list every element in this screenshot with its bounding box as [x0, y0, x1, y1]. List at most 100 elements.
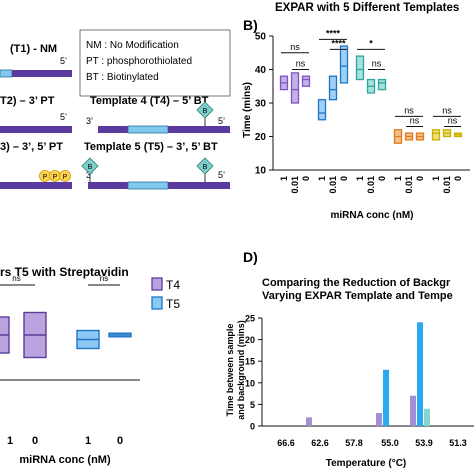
t3-ps-letter-3: P: [63, 174, 68, 181]
b-ytick-label: 50: [255, 32, 267, 43]
panel-d-ylabel-1: Time between sample: [225, 324, 235, 417]
t5-5prime: 5’: [218, 170, 225, 180]
t2-5prime: 5’: [60, 112, 67, 122]
panel-b-boxes: [279, 45, 463, 144]
panel-d-y-ticks: 0 5 10 15 20 25: [245, 314, 262, 432]
b-xtick-label: 0: [377, 176, 387, 181]
t5-bar-right: [168, 182, 230, 189]
c-legend-swatch: [151, 277, 163, 291]
b-box: [301, 75, 311, 87]
panel-d-x-ticks: 66.6 62.6 57.8 55.0 53.9 51.3: [277, 438, 467, 448]
d-ytick-label: 15: [245, 357, 255, 367]
d-bar: [417, 322, 423, 426]
panel-d-letter: D): [243, 249, 258, 265]
panel-b-y-ticks: 10 20 30 40 50: [255, 32, 273, 177]
panel-d: D) Comparing the Reduction of Backgr Var…: [225, 249, 474, 469]
b-xtick-label: 0.01: [290, 176, 300, 194]
b-xtick-label: 1: [393, 176, 403, 181]
b-xtick-label: 1: [431, 176, 441, 181]
panel-d-ylabel-2: and background (mins): [236, 320, 246, 420]
legend-line-3: BT : Biotinylated: [86, 72, 159, 83]
d-bar: [410, 395, 416, 426]
b-sig-label: ns: [296, 59, 306, 69]
t1-5prime: 5’: [60, 56, 67, 66]
t5-biotin-icon-3: [81, 157, 99, 175]
b-box: [328, 75, 338, 101]
c-legend-label: T4: [166, 278, 180, 292]
b-xtick-label: 1: [317, 176, 327, 181]
b-sig-label: ****: [326, 28, 341, 38]
b-ytick-label: 20: [255, 132, 267, 143]
b-ytick-label: 40: [255, 65, 267, 76]
t5-biotin-icon-5: [196, 157, 214, 175]
panel-c: rs T5 with Streptavidin ns ns 1 0 1 0 miRNA …: [0, 265, 180, 466]
t5-label: Template 5 (T5) – 3’, 5’ BT: [84, 141, 218, 153]
panel-b-letter: B): [243, 17, 258, 33]
t4-bar-right: [168, 126, 230, 133]
panel-c-boxes: [0, 311, 132, 359]
panel-d-title-1: Comparing the Reduction of Backgr: [262, 277, 451, 289]
d-bar: [306, 417, 312, 426]
t3-bar: [0, 182, 72, 189]
t5-bar-left: [88, 182, 128, 189]
c-xtick-label: 1: [7, 435, 13, 447]
d-xtick-label: 53.9: [415, 438, 433, 448]
b-ytick-label: 30: [255, 99, 267, 110]
t4-3prime: 3’: [86, 116, 93, 126]
c-sig-label: ns: [12, 274, 20, 283]
b-sig-label: ns: [448, 115, 458, 125]
b-xtick-label: 0.01: [328, 176, 338, 194]
d-ytick-label: 5: [250, 400, 255, 410]
b-xtick-label: 0.01: [404, 176, 414, 194]
c-xtick-label: 0: [32, 435, 38, 447]
c-legend-label: T5: [166, 297, 180, 311]
d-ytick-label: 10: [245, 378, 255, 388]
b-box: [431, 129, 441, 141]
panel-c-xlabel: miRNA conc (nM): [19, 454, 111, 466]
c-xtick-label: 1: [85, 435, 91, 447]
b-sig-label: ****: [331, 38, 346, 48]
b-box: [290, 72, 300, 104]
d-ytick-label: 20: [245, 335, 255, 345]
d-xtick-label: 51.3: [449, 438, 467, 448]
legend-box: [79, 29, 231, 97]
t4-biotin-icon: [196, 101, 214, 119]
legend-line-2: PT : phosphorothiolated: [86, 56, 192, 67]
t4-bar-blue: [127, 125, 169, 134]
t3-ps-letter-2: P: [53, 174, 58, 181]
c-legend-swatch: [151, 296, 163, 310]
b-xtick-label: 0: [339, 176, 349, 181]
c-sig-label: ns: [100, 274, 108, 283]
d-bar: [376, 413, 382, 426]
d-ytick-label: 25: [245, 314, 255, 324]
b-xtick-label: 0.01: [442, 176, 452, 194]
panel-b-x-ticks: 1 0.01 0 1 0.01 0 1 0.01 0 1 0.01 0 1 0.01 0: [279, 176, 463, 194]
d-xtick-label: 55.0: [381, 438, 399, 448]
b-xtick-label: 1: [279, 176, 289, 181]
d-xtick-label: 62.6: [311, 438, 329, 448]
panel-b-xlabel: miRNA conc (nM): [331, 210, 414, 221]
c-xtick-label: 0: [117, 435, 123, 447]
b-box: [377, 78, 387, 91]
panel-b-title: EXPAR with 5 Different Templates: [275, 2, 459, 14]
b-sig-label: ns: [410, 115, 420, 125]
t4-5prime: 5’: [218, 116, 225, 126]
t3-ps-letter-1: P: [43, 174, 48, 181]
panel-b: B) EXPAR with 5 Different Templates Time…: [242, 2, 470, 221]
b-xtick-label: 0: [415, 176, 425, 181]
t3-label: 3) – 3’, 5’ PT: [0, 141, 63, 153]
t2-label: T2) – 3’ PT: [0, 95, 55, 107]
d-xtick-label: 66.6: [277, 438, 295, 448]
b-sig-label: *: [369, 38, 373, 48]
b-xtick-label: 0: [301, 176, 311, 181]
t4-biotin-letter: B: [203, 108, 208, 115]
t5-bar-blue: [127, 181, 169, 190]
panel-d-xlabel: Temperature (°C): [326, 458, 407, 469]
b-ytick-label: 10: [255, 166, 267, 177]
t5-biotin-letter-5: B: [203, 164, 208, 171]
d-xtick-label: 57.8: [345, 438, 363, 448]
b-box: [339, 45, 349, 84]
t2-bar: [0, 126, 72, 133]
